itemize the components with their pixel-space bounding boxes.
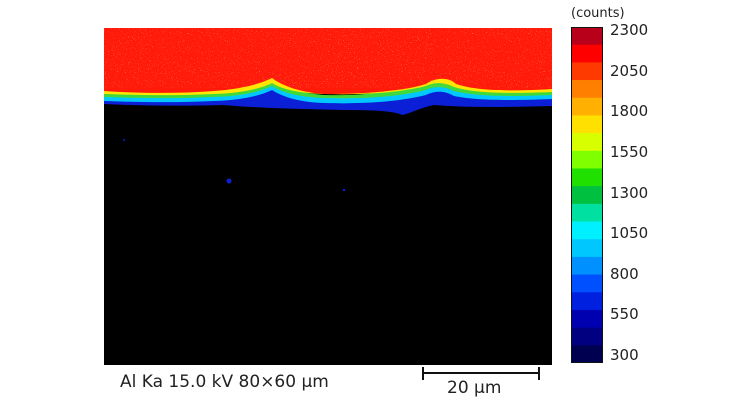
colorbar-tick-label: 1050: [610, 224, 649, 243]
colorbar-swatch: [571, 274, 603, 293]
colorbar-swatch: [571, 327, 603, 346]
colorbar-swatch: [571, 309, 603, 329]
map-speckle-noise: [104, 28, 552, 88]
colorbar-tick-label: 1300: [610, 183, 649, 202]
colorbar: [571, 27, 603, 363]
colorbar-border: [571, 27, 603, 363]
colorbar-swatch: [571, 44, 603, 63]
colorbar-tick-label: 800: [610, 264, 639, 283]
colorbar-swatch: [571, 133, 603, 152]
colorbar-tick-label: 1550: [610, 142, 649, 161]
colorbar-swatch: [571, 168, 603, 187]
colorbar-swatch: [571, 203, 603, 223]
acquisition-caption: Al Ka 15.0 kV 80×60 μm: [120, 372, 329, 392]
colorbar-tick-label: 2300: [610, 21, 649, 39]
colorbar-swatch: [571, 150, 603, 170]
colorbar-tick-label: 1800: [610, 102, 649, 121]
colorbar-tick-label: 550: [610, 305, 639, 324]
colorbar-swatch: [571, 97, 603, 117]
colorbar-swatch: [571, 239, 603, 258]
map-speck: [226, 178, 232, 184]
colorbar-unit-label: (counts): [571, 6, 625, 21]
colorbar-tick-label: 300: [610, 346, 639, 364]
scale-bar-label: 20 μm: [447, 378, 502, 398]
colorbar-swatch: [571, 27, 603, 46]
map-speck: [123, 139, 125, 141]
element-map-image: [104, 28, 552, 365]
colorbar-swatch: [571, 345, 603, 363]
colorbar-swatch: [571, 62, 603, 81]
map-speck: [342, 188, 346, 192]
colorbar-swatch: [571, 186, 603, 205]
colorbar-tick-label: 2050: [610, 61, 649, 80]
colorbar-swatch: [571, 256, 603, 276]
colorbar-swatch: [571, 221, 603, 240]
scale-bar: [422, 367, 540, 380]
colorbar-swatch: [571, 80, 603, 99]
colorbar-swatch: [571, 115, 603, 134]
colorbar-swatch: [571, 292, 603, 311]
